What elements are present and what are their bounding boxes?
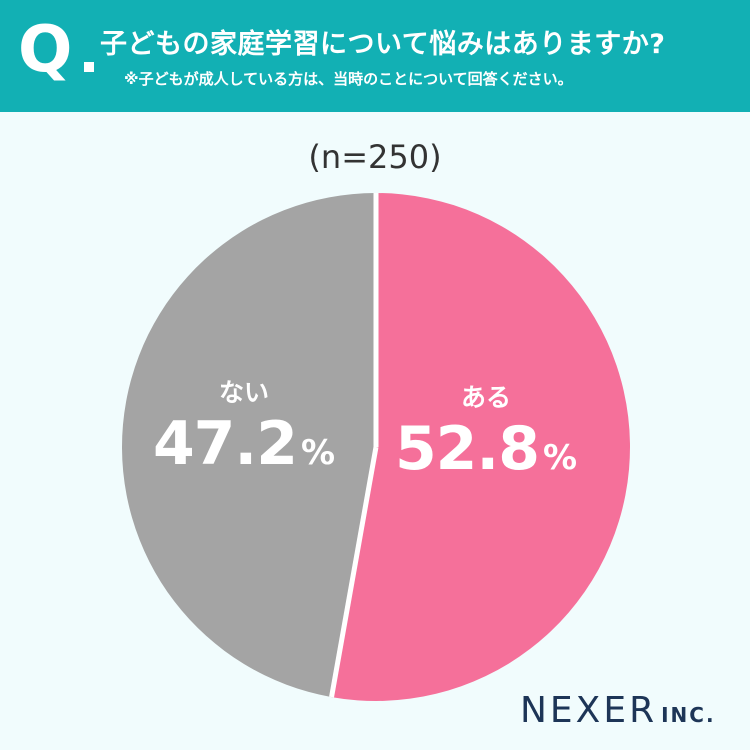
question-note: ※子どもが成人している方は、当時のことについて回答ください。 [124, 70, 573, 88]
slice-separator [329, 446, 379, 698]
slice-label-nai: ない 47.2% [124, 373, 364, 479]
logo-sub: INC. [661, 703, 716, 727]
slice-unit-nai: % [300, 433, 336, 473]
q-dot [84, 62, 94, 72]
slice-name-aru: ある [460, 383, 511, 412]
pie-slice-nai [121, 193, 376, 698]
slice-unit-aru: % [542, 438, 578, 478]
slice-name-nai: ない [218, 378, 269, 407]
question-title: 子どもの家庭学習について悩みはありますか? [100, 29, 666, 60]
pie-slice-aru [331, 193, 630, 702]
slice-value-aru: 52.8 [394, 414, 540, 484]
slice-label-aru: ある 52.8% [366, 378, 606, 484]
nexer-logo: NEXER INC. [520, 690, 716, 731]
sample-size: (n=250) [308, 138, 442, 176]
q-mark: Q [18, 13, 73, 87]
logo-main: NEXER [520, 690, 658, 731]
slice-value-nai: 47.2 [152, 409, 298, 479]
question-header: Q 子どもの家庭学習について悩みはありますか? ※子どもが成人している方は、当時… [0, 0, 750, 112]
